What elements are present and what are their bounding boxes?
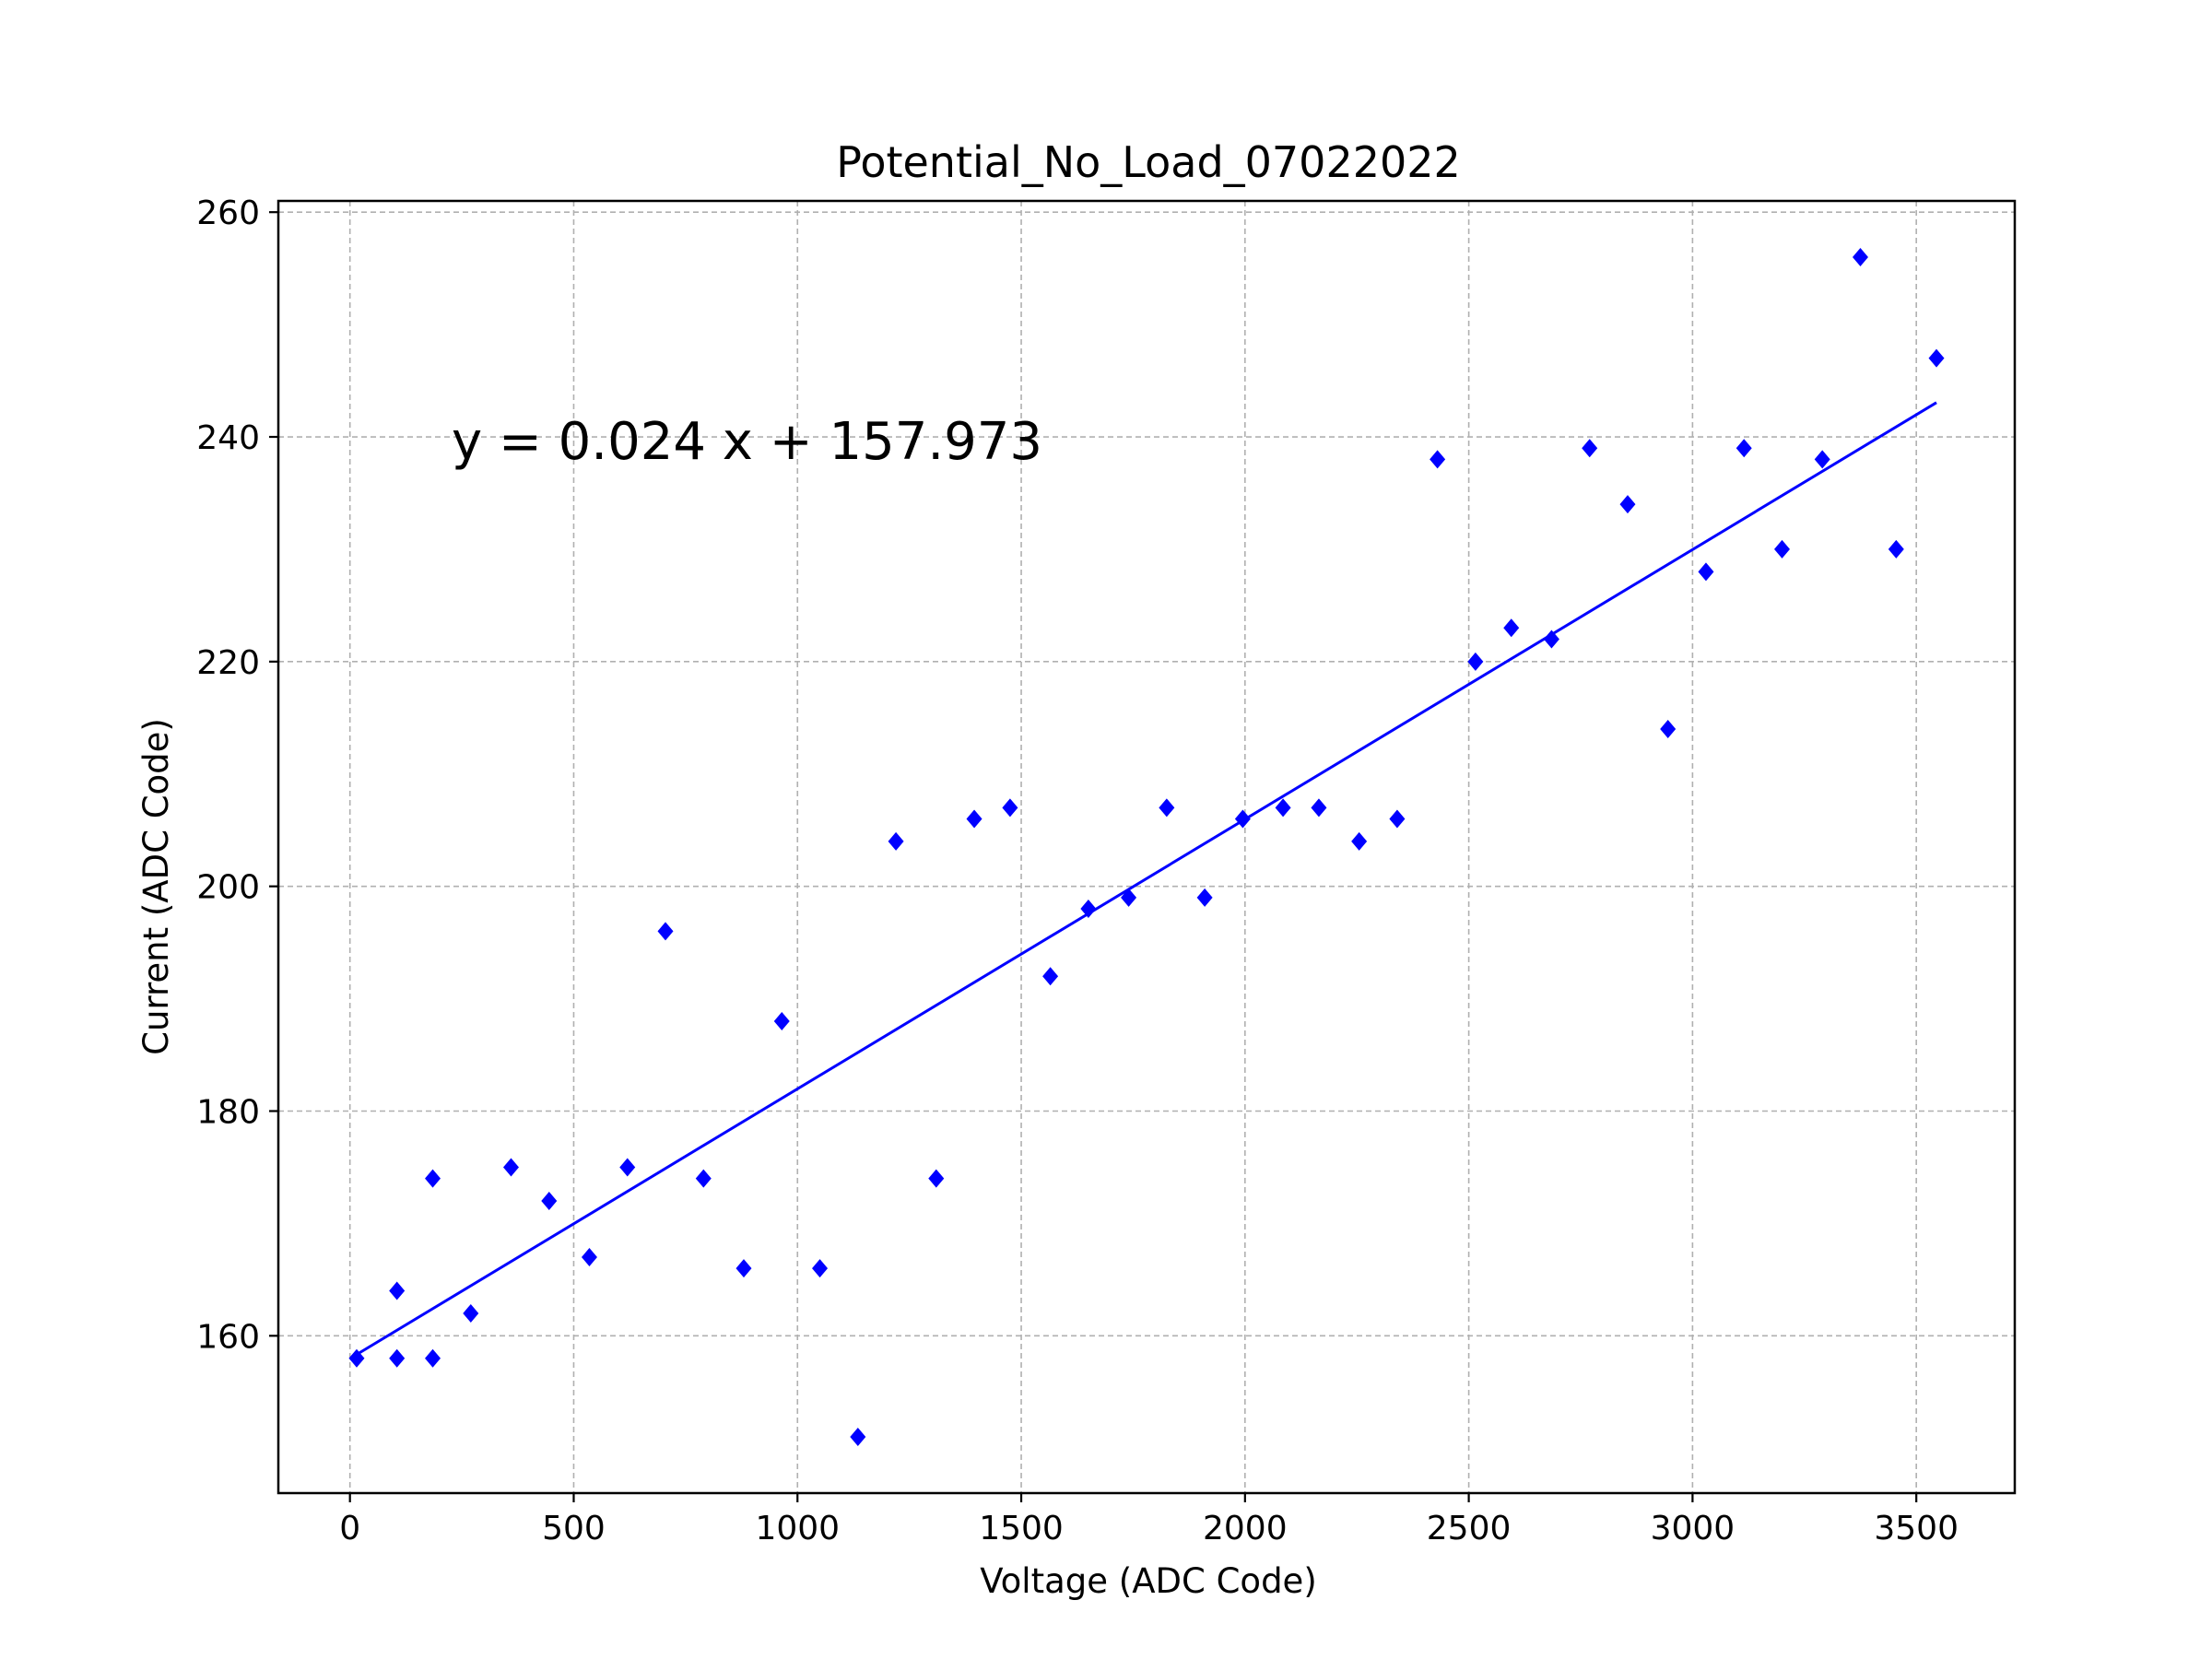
regression-equation: y = 0.024 x + 157.973 <box>452 412 1042 472</box>
data-point <box>1311 798 1327 818</box>
data-point <box>389 1348 406 1368</box>
y-axis-label: Current (ADC Code) <box>136 718 176 1055</box>
y-tick-label: 180 <box>196 1093 260 1131</box>
data-point <box>1042 967 1059 986</box>
regression-line <box>356 401 1937 1356</box>
data-point <box>850 1428 866 1447</box>
y-tick-label: 220 <box>196 644 260 682</box>
x-tick-label: 2500 <box>1427 1510 1512 1547</box>
data-point <box>928 1169 945 1188</box>
data-point <box>1543 629 1559 649</box>
x-tick-label: 500 <box>542 1510 606 1547</box>
data-point <box>1351 831 1368 851</box>
data-point <box>425 1348 441 1368</box>
x-axis-label: Voltage (ADC Code) <box>980 1561 1317 1601</box>
data-point <box>966 809 982 829</box>
data-point <box>541 1192 558 1211</box>
grid <box>278 201 2015 1493</box>
fit-line-group <box>356 401 1937 1356</box>
x-tick-label: 1000 <box>755 1510 840 1547</box>
y-tick-label: 200 <box>196 869 260 907</box>
x-tick-label: 0 <box>339 1510 360 1547</box>
data-point <box>888 831 904 851</box>
data-points <box>348 247 1945 1447</box>
data-point <box>1774 539 1791 559</box>
x-tick-label: 1500 <box>979 1510 1064 1547</box>
data-point <box>1159 798 1175 818</box>
x-tick-label: 3500 <box>1874 1510 1959 1547</box>
data-point <box>1735 439 1752 458</box>
data-point <box>502 1158 519 1177</box>
x-tick-label: 3000 <box>1651 1510 1735 1547</box>
data-point <box>812 1259 829 1278</box>
plot-frame <box>276 199 2017 1495</box>
data-point <box>657 922 674 941</box>
data-point <box>1080 900 1097 919</box>
data-point <box>695 1169 712 1188</box>
data-point <box>1430 450 1446 469</box>
data-point <box>1389 809 1406 829</box>
data-point <box>1888 539 1904 559</box>
data-point <box>773 1011 790 1030</box>
data-point <box>1234 809 1251 829</box>
data-point <box>1660 719 1677 738</box>
data-point <box>1196 888 1213 907</box>
data-point <box>425 1169 441 1188</box>
data-point <box>1619 495 1636 514</box>
data-point <box>1852 247 1868 266</box>
data-point <box>1814 450 1830 469</box>
data-point <box>1582 439 1598 458</box>
x-tick-label: 2000 <box>1203 1510 1288 1547</box>
data-point <box>1698 562 1714 582</box>
data-point <box>348 1348 365 1368</box>
chart-title: Potential_No_Load_07022022 <box>836 137 1461 187</box>
y-tick-label: 160 <box>196 1318 260 1356</box>
data-point <box>1002 798 1018 818</box>
data-point <box>463 1303 479 1323</box>
data-point <box>619 1158 636 1177</box>
data-point <box>1928 348 1945 368</box>
data-point <box>1121 888 1137 907</box>
y-tick-label: 240 <box>196 419 260 457</box>
data-point <box>389 1281 406 1300</box>
axis-ticks: 0 500 1000 1500 2000 2500 3000 3500 160 180 200 220… <box>196 194 1959 1547</box>
data-point <box>1503 618 1520 638</box>
data-point <box>1275 798 1291 818</box>
data-point <box>581 1247 597 1266</box>
data-point <box>1467 652 1484 671</box>
y-tick-label: 260 <box>196 194 260 232</box>
data-point <box>735 1259 752 1278</box>
